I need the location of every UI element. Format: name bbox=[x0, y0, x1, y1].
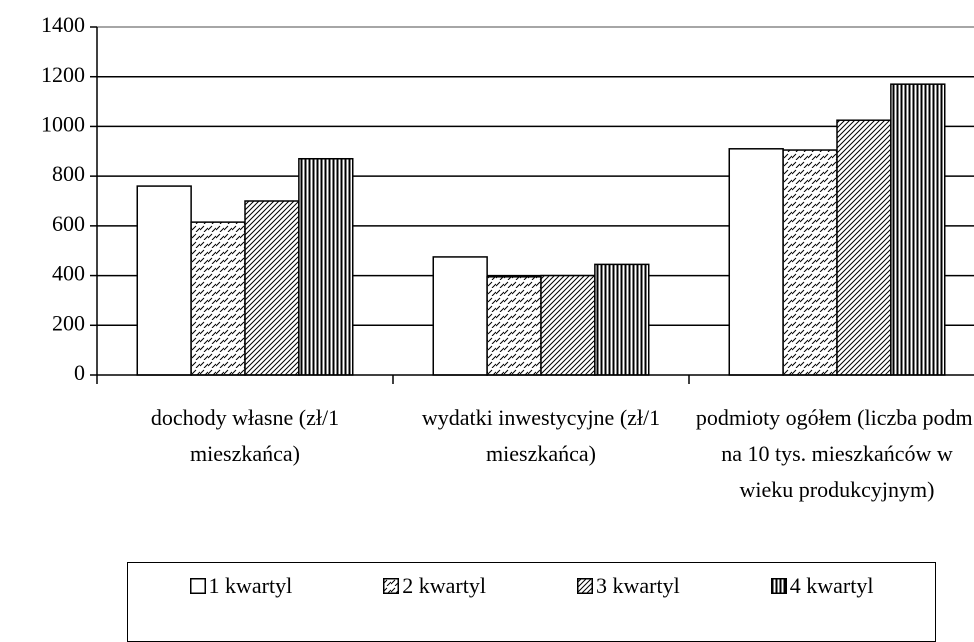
legend-item: 2 kwartyl bbox=[383, 573, 486, 599]
legend-swatch bbox=[189, 578, 206, 594]
bar bbox=[836, 119, 892, 376]
y-tick-label: 1000 bbox=[41, 111, 85, 136]
legend-swatch bbox=[383, 578, 400, 594]
legend-swatch-fill bbox=[577, 578, 594, 594]
legend-label: 3 kwartyl bbox=[596, 573, 680, 598]
bar bbox=[244, 200, 300, 376]
bar bbox=[136, 185, 192, 376]
legend-item: 4 kwartyl bbox=[770, 573, 874, 599]
bar bbox=[540, 274, 596, 376]
legend-swatch bbox=[577, 578, 594, 594]
bar bbox=[782, 149, 838, 376]
bar bbox=[728, 148, 784, 376]
y-tick-label: 0 bbox=[74, 360, 85, 385]
legend-label: 2 kwartyl bbox=[402, 573, 486, 598]
legend-swatch-fill bbox=[383, 578, 400, 594]
legend-label: 1 kwartyl bbox=[208, 573, 293, 598]
bar bbox=[432, 256, 488, 376]
legend-swatch-fill bbox=[770, 578, 787, 594]
bar bbox=[890, 83, 946, 376]
legend-label: 4 kwartyl bbox=[789, 573, 874, 598]
legend-swatch bbox=[770, 578, 787, 594]
legend-item: 1 kwartyl bbox=[189, 573, 293, 599]
y-tick-label: 1200 bbox=[41, 62, 85, 87]
legend: 1 kwartyl 2 kwartyl 3 kwartyl 4 kwartyl bbox=[127, 562, 936, 642]
y-tick-label: 400 bbox=[52, 261, 85, 286]
y-tick-label: 1400 bbox=[41, 12, 85, 37]
x-tick-label: dochody własne (zł/1 mieszkańca) bbox=[150, 405, 340, 466]
y-tick-label: 200 bbox=[52, 310, 85, 335]
bar bbox=[594, 263, 650, 376]
bar bbox=[190, 221, 246, 376]
legend-item: 3 kwartyl bbox=[577, 573, 680, 599]
y-tick-label: 800 bbox=[52, 161, 85, 186]
legend-swatch-fill bbox=[189, 578, 206, 594]
x-tick-label: wydatki inwestycyjne (zł/1 mieszkańca) bbox=[421, 405, 661, 466]
y-tick-label: 600 bbox=[52, 211, 85, 236]
x-tick-label: podmioty ogółem (liczba podm. na 10 tys.… bbox=[695, 405, 974, 502]
bar bbox=[486, 276, 542, 376]
bar bbox=[298, 157, 354, 376]
